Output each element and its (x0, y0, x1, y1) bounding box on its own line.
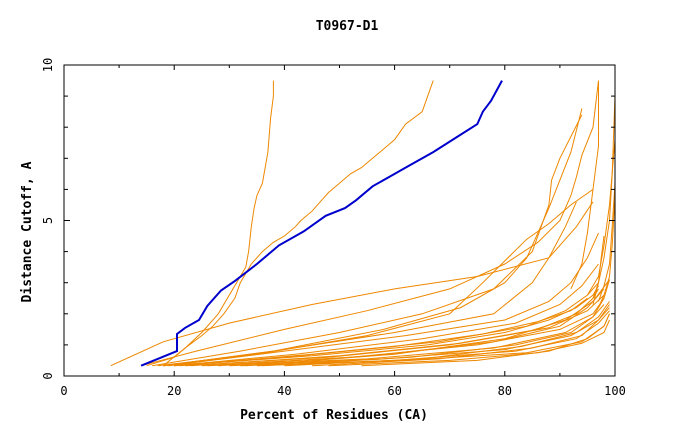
model-line-8 (163, 201, 577, 367)
y-tick-label-10: 10 (41, 58, 55, 72)
model-line-4 (140, 80, 599, 367)
x-tick-label-40: 40 (277, 384, 291, 398)
model-line-24 (262, 279, 610, 367)
model-line-15 (190, 294, 605, 367)
model-line-22 (311, 307, 610, 367)
x-tick-label-20: 20 (167, 384, 181, 398)
model-line-3 (110, 201, 594, 367)
chart-title: T0967-D1 (316, 19, 379, 34)
highlight-layer (140, 80, 503, 367)
model-line-2 (162, 80, 274, 367)
series-layer (110, 80, 616, 367)
model-line-9 (168, 232, 599, 367)
model-line-14 (163, 297, 588, 367)
model-line-33 (592, 235, 605, 305)
model-line-1 (146, 80, 434, 367)
model-line-32 (586, 139, 616, 296)
model-line-28 (570, 80, 599, 290)
x-tick-label-80: 80 (498, 384, 512, 398)
ticks-layer: 0 20 40 60 80 100 0 5 10 (41, 58, 626, 398)
model-line-13 (174, 285, 599, 367)
x-tick-label-60: 60 (387, 384, 401, 398)
model-line-23 (284, 301, 610, 367)
x-axis-label: Percent of Residues (CA) (240, 408, 428, 423)
model-line-17 (207, 304, 605, 367)
y-tick-label-0: 0 (41, 372, 55, 379)
model-line-10 (174, 263, 599, 367)
y-axis-label: Distance Cutoff, A (20, 161, 35, 302)
model-line-31 (598, 195, 616, 308)
model-line-5 (152, 114, 583, 367)
y-tick-label-5: 5 (41, 217, 55, 224)
x-tick-label-0: 0 (60, 384, 67, 398)
model-line-27 (361, 313, 610, 367)
x-tick-label-100: 100 (604, 384, 626, 398)
model-line-26 (245, 279, 610, 367)
model-line-7 (163, 108, 583, 367)
highlight-model-line (140, 80, 503, 367)
